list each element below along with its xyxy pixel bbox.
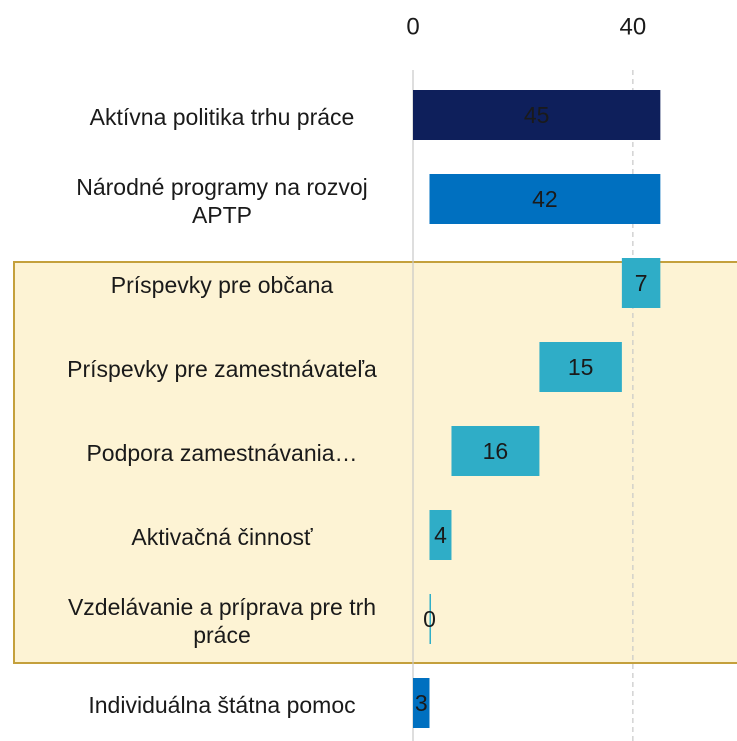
category-label: Aktívna politika trhu práce [89,104,355,130]
highlight-box [13,261,737,664]
bar [413,678,430,728]
category-label: Aktivačná činnosť [131,524,313,550]
category-label: Individuálna štátna pomoc [88,692,356,718]
value-label: 45 [524,102,550,128]
bar [621,258,661,308]
bar [429,510,452,560]
x-tick-label: 40 [620,13,647,40]
value-label: 4 [434,522,447,548]
value-label: 15 [568,354,594,380]
bar [429,594,431,644]
value-label: 7 [635,270,648,296]
category-label: Vzdelávanie a príprava pre trh práce [67,594,377,648]
value-label: 16 [483,438,509,464]
value-label: 3 [415,690,428,716]
category-label: Príspevky pre občana [110,272,334,298]
category-label: Národné programy na rozvoj APTP [76,174,368,228]
bar [451,426,540,476]
value-label: 42 [532,186,558,212]
category-label: Príspevky pre zamestnávateľa [67,356,377,382]
bar [539,342,622,392]
x-tick-label: 0 [406,13,419,40]
category-label: Podpora zamestnávania… [86,440,358,466]
bar [429,174,661,224]
value-label: 0 [423,606,436,632]
bar [413,90,661,140]
